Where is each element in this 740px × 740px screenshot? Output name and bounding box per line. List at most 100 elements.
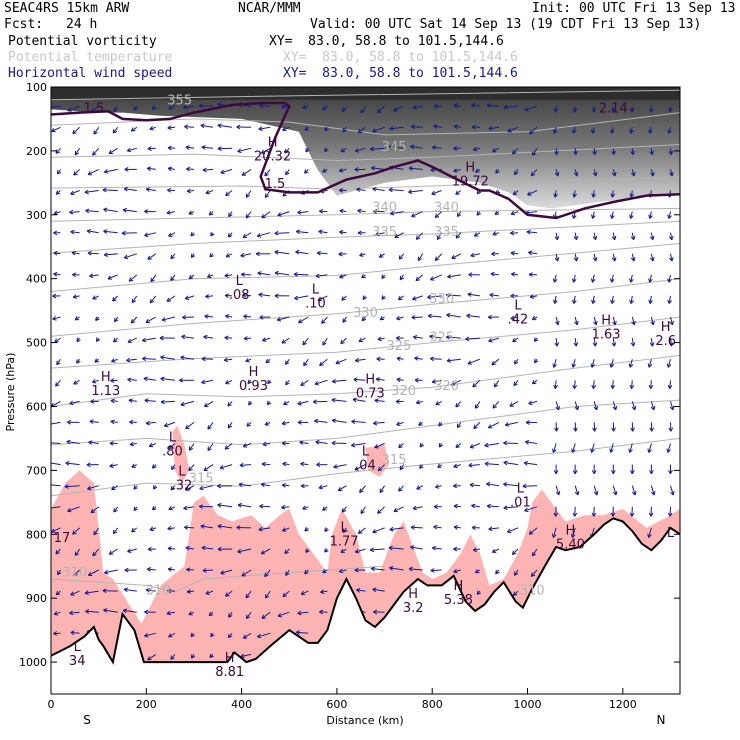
wind-vector	[572, 127, 577, 134]
wind-vector	[103, 229, 118, 234]
wind-vector	[357, 230, 366, 236]
wind-vector	[282, 527, 290, 532]
wind-vector	[217, 524, 233, 529]
wind-vector	[370, 566, 385, 572]
wind-vector	[331, 378, 347, 384]
wind-vector	[592, 253, 598, 262]
wind-vector	[487, 314, 499, 320]
wind-vector	[102, 187, 118, 193]
wind-vector	[131, 463, 138, 468]
wind-vector	[465, 336, 480, 342]
wind-vector	[453, 525, 461, 530]
isentrope-line	[51, 176, 680, 190]
wind-vector	[447, 274, 461, 279]
wind-vector	[511, 272, 519, 277]
wind-vector	[419, 442, 425, 448]
wind-vector	[190, 654, 196, 659]
wind-vector	[630, 422, 635, 432]
pv-extremum-value: 19.72	[452, 174, 489, 189]
dynamic-tropopause-line	[51, 101, 680, 220]
wind-vector	[112, 295, 119, 302]
wind-vector	[180, 400, 195, 407]
wind-vector	[145, 316, 157, 324]
wind-vector	[631, 485, 637, 496]
wind-vector	[341, 506, 347, 513]
wind-vector	[398, 253, 404, 260]
wind-vector	[507, 126, 519, 133]
wind-vector	[668, 422, 674, 432]
wind-vector	[91, 378, 99, 384]
wind-vector	[474, 569, 481, 574]
model-title: SEAC4RS 15km ARW	[4, 1, 130, 16]
wind-vector	[149, 295, 157, 304]
wind-vector	[108, 548, 118, 555]
wind-vector	[592, 169, 598, 177]
wind-vector	[242, 632, 252, 639]
y-tick-label: 700	[26, 464, 47, 477]
wind-vector	[530, 169, 538, 177]
wind-vector	[57, 169, 62, 175]
wind-vector	[242, 443, 252, 448]
wind-vector	[611, 148, 616, 155]
isentrope-label: 335	[434, 225, 459, 240]
wind-vector	[281, 440, 290, 446]
wind-vector	[630, 338, 636, 347]
wind-vector	[264, 569, 271, 578]
wind-vector	[476, 211, 482, 216]
wind-vector	[168, 232, 176, 237]
field-xy-potential-temperature: XY= 83.0, 58.8 to 101.5,144.6	[283, 50, 518, 65]
wind-vector	[167, 546, 175, 551]
wind-vector	[359, 485, 366, 493]
wind-vector	[295, 249, 309, 255]
wind-vector	[408, 189, 423, 195]
wind-vector	[144, 232, 156, 238]
wind-vector	[446, 358, 461, 363]
wind-vector	[429, 356, 442, 362]
wind-vector	[69, 610, 80, 616]
wind-vector	[551, 527, 557, 538]
wind-vector	[183, 105, 195, 110]
wind-vector	[277, 211, 290, 217]
wind-vector	[374, 398, 385, 404]
isentrope-label: 320	[434, 379, 459, 394]
wind-vector	[319, 208, 328, 214]
wind-vector	[123, 253, 137, 260]
wind-vector	[360, 506, 366, 514]
wind-vector	[258, 126, 271, 131]
wind-vector	[167, 567, 175, 572]
wind-vector	[113, 506, 119, 513]
y-tick-label: 500	[26, 337, 47, 350]
wind-vector	[338, 251, 347, 257]
pv-extremum-marker: L	[362, 445, 370, 460]
wind-vector	[629, 380, 635, 389]
wind-vector	[503, 440, 519, 446]
wind-vector	[185, 421, 195, 430]
x-tick-label: 200	[136, 698, 157, 711]
wind-vector	[593, 316, 598, 326]
wind-vector	[591, 127, 596, 134]
wind-vector	[514, 169, 519, 176]
wind-vector	[262, 337, 271, 342]
wind-vector	[413, 335, 423, 340]
wind-vector	[274, 293, 290, 299]
wind-vector	[335, 358, 347, 365]
plot-frame	[50, 86, 681, 695]
wind-vector	[166, 210, 175, 215]
wind-vector	[470, 252, 481, 258]
wind-vector	[649, 148, 655, 155]
wind-vector	[339, 229, 347, 235]
wind-vector	[510, 293, 519, 299]
wind-vector	[319, 358, 328, 367]
wind-vector	[64, 484, 80, 489]
wind-vector	[373, 609, 385, 615]
wind-vector	[375, 231, 385, 237]
wind-vector	[207, 273, 214, 279]
wind-vector	[433, 103, 442, 109]
wind-vector	[432, 545, 442, 551]
wind-vector	[205, 189, 214, 195]
wind-vector	[131, 295, 138, 304]
wind-vector	[553, 295, 558, 304]
wind-vector	[395, 335, 404, 341]
wind-vector	[205, 590, 214, 595]
y-tick-label: 600	[26, 400, 47, 413]
